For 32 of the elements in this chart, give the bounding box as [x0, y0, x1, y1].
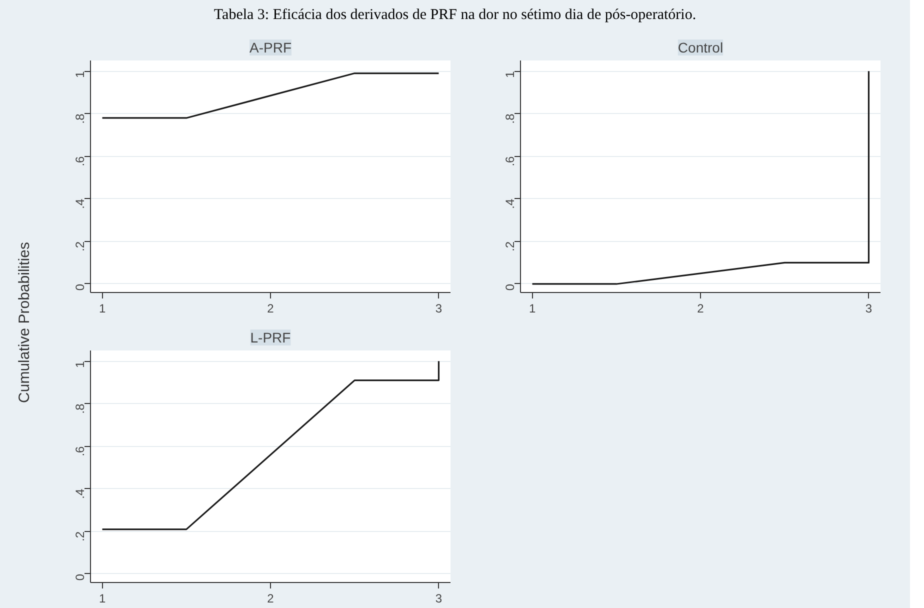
y-tick-label: 0: [73, 284, 87, 291]
y-tick-label: .2: [73, 531, 87, 542]
y-tick-label: .4: [73, 198, 87, 209]
y-tick-label: .4: [503, 198, 517, 209]
x-tick-label: 2: [697, 302, 704, 316]
y-tick-label: .8: [73, 113, 87, 124]
x-tick-label: 3: [435, 302, 442, 316]
y-tick-label: .8: [73, 403, 87, 414]
y-tick-label: .8: [503, 113, 517, 124]
y-tick-label: 1: [503, 70, 517, 78]
y-tick-label: .2: [73, 241, 87, 252]
y-tick-label: 1: [73, 360, 87, 368]
y-tick-label: .6: [503, 156, 517, 166]
x-tick-label: 3: [435, 592, 442, 606]
chart-title: A-PRF: [250, 40, 292, 56]
text: Tabela 3: Eficácia dos derivados de PRF na dor no sétimo dia de pós-operatório.: [214, 6, 696, 25]
y-tick-label: .4: [73, 488, 87, 499]
chart-title: Control: [678, 40, 724, 56]
x-tick-label: 2: [267, 302, 274, 316]
x-tick-label: 1: [528, 302, 536, 316]
y-tick-label: .6: [73, 446, 87, 456]
x-tick-label: 3: [865, 302, 872, 316]
x-tick-label: 1: [98, 302, 106, 316]
x-tick-label: 1: [98, 592, 106, 606]
y-tick-label: .2: [503, 241, 517, 252]
y-tick-label: 0: [73, 574, 87, 581]
y-tick-label: 0: [503, 284, 517, 291]
y-tick-label: 1: [73, 70, 87, 78]
x-tick-label: 2: [267, 592, 274, 606]
chart-title: L-PRF: [250, 330, 291, 346]
y-tick-label: .6: [73, 156, 87, 166]
y-axis-title: Cumulative Probabilities: [16, 242, 33, 403]
